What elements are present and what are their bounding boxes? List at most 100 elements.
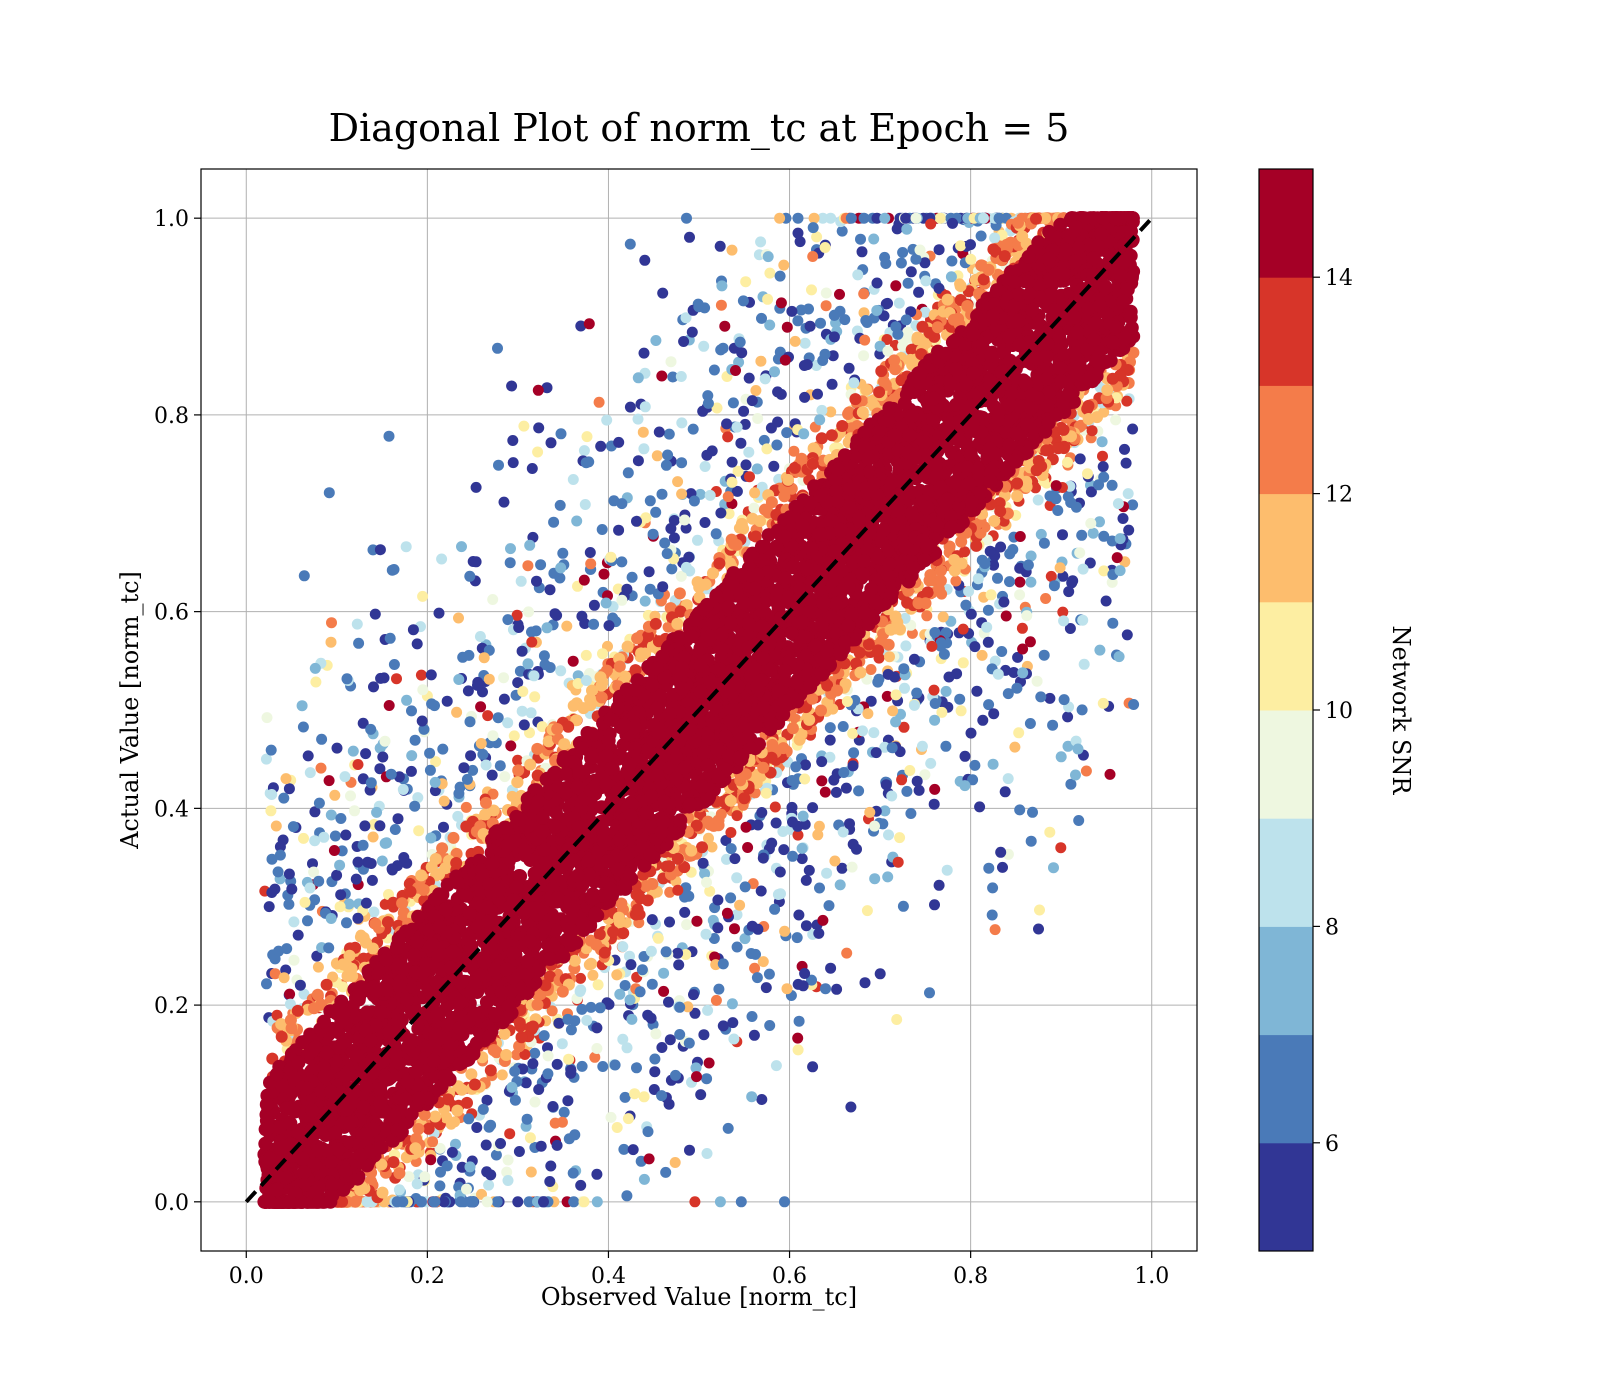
data-point <box>1113 651 1125 663</box>
data-point <box>555 428 567 440</box>
data-point <box>470 481 482 493</box>
data-point <box>750 385 762 396</box>
data-point <box>697 405 709 417</box>
data-point <box>538 1030 550 1042</box>
data-point <box>646 978 658 990</box>
data-point <box>418 723 430 735</box>
data-point <box>992 668 1004 680</box>
data-point <box>505 543 516 555</box>
data-point <box>613 524 625 536</box>
data-point <box>759 373 771 385</box>
data-point <box>752 413 764 424</box>
data-point <box>940 740 952 752</box>
data-point <box>296 700 308 712</box>
data-point <box>882 297 893 309</box>
data-point <box>872 644 885 657</box>
data-point <box>888 354 901 367</box>
data-point <box>605 551 617 563</box>
data-point <box>672 947 684 959</box>
data-point <box>678 336 690 347</box>
data-point <box>739 933 751 945</box>
data-point <box>621 640 634 653</box>
data-point <box>807 1061 819 1073</box>
data-point <box>837 721 849 732</box>
data-point <box>1062 740 1074 752</box>
data-point <box>424 764 436 776</box>
data-point <box>897 900 909 912</box>
data-point <box>467 1196 479 1208</box>
data-point <box>778 259 790 271</box>
data-point <box>798 428 810 440</box>
data-point <box>821 867 833 879</box>
data-point <box>975 259 988 272</box>
data-point <box>1035 460 1048 473</box>
data-point <box>549 1117 561 1129</box>
data-point <box>849 393 862 406</box>
data-point <box>425 1154 437 1166</box>
data-point <box>850 657 863 670</box>
data-point <box>856 246 868 258</box>
data-point <box>544 1176 556 1187</box>
data-point <box>825 406 837 418</box>
data-point <box>744 471 755 483</box>
data-point <box>649 617 662 630</box>
data-point <box>692 534 703 546</box>
data-point <box>613 436 625 448</box>
data-point <box>450 847 463 860</box>
data-point <box>615 897 628 910</box>
data-point <box>328 845 340 856</box>
data-point <box>894 623 906 636</box>
data-point <box>726 244 738 256</box>
data-point <box>999 786 1011 798</box>
data-point <box>914 244 926 256</box>
data-point <box>304 882 316 894</box>
data-point <box>792 315 804 327</box>
data-point <box>616 556 628 568</box>
data-point <box>381 916 394 929</box>
data-point <box>834 288 845 300</box>
data-point <box>1044 826 1056 838</box>
data-point <box>265 744 277 756</box>
data-point <box>787 850 799 862</box>
data-point <box>904 765 916 776</box>
data-point <box>828 774 840 786</box>
data-point <box>298 832 309 844</box>
data-point <box>994 505 1007 518</box>
data-point <box>571 515 583 527</box>
data-point <box>1058 615 1070 627</box>
data-point <box>653 426 665 438</box>
data-point <box>875 365 888 378</box>
data-point <box>567 1167 579 1179</box>
data-point <box>304 767 316 779</box>
data-point <box>586 684 598 697</box>
data-point <box>840 782 852 794</box>
data-point <box>365 858 377 869</box>
data-point <box>523 1196 535 1208</box>
data-point <box>415 869 428 882</box>
data-point <box>585 1001 597 1013</box>
data-point <box>621 1190 633 1202</box>
data-point <box>649 1053 661 1065</box>
data-point <box>716 280 728 292</box>
data-point <box>297 721 309 733</box>
data-point <box>446 1146 458 1158</box>
data-point <box>779 354 791 366</box>
data-point <box>491 1196 503 1208</box>
data-point <box>862 638 875 651</box>
data-point <box>490 1149 502 1161</box>
data-point <box>541 622 553 634</box>
data-point <box>502 1154 514 1166</box>
data-point <box>619 980 631 991</box>
data-point <box>639 595 651 607</box>
data-point <box>664 916 675 928</box>
data-point <box>440 1111 453 1124</box>
data-point <box>871 212 883 224</box>
data-point <box>1110 414 1122 426</box>
data-point <box>587 969 599 981</box>
data-point <box>667 371 679 383</box>
data-point <box>940 627 952 639</box>
data-point <box>329 830 341 842</box>
data-point <box>816 404 828 416</box>
data-point <box>662 449 674 461</box>
data-point <box>502 614 514 626</box>
